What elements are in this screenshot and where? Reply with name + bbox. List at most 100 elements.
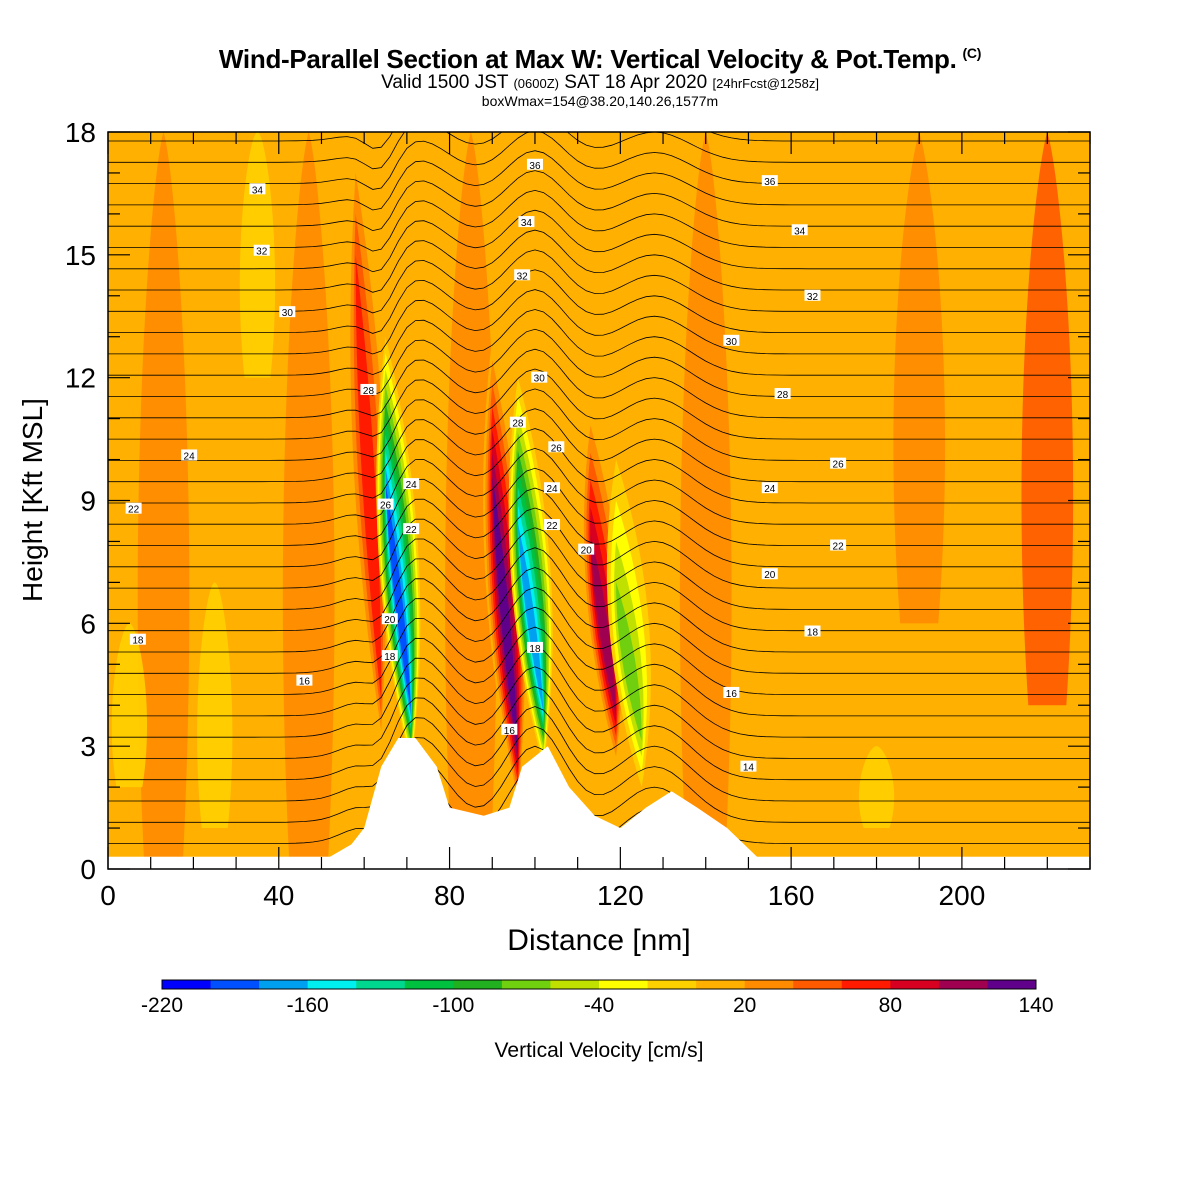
colorbar-swatch [501, 980, 551, 989]
theta-label-text: 36 [764, 177, 776, 188]
theta-label-text: 28 [512, 419, 524, 430]
theta-label-text: 20 [581, 546, 593, 557]
valid-date: SAT 18 Apr 2020 [564, 72, 708, 93]
theta-label: 18 [526, 641, 543, 655]
weak-downdraft-band [197, 582, 233, 829]
downdraft-core [385, 484, 412, 712]
isentrope-line [108, 189, 1090, 252]
theta-label-box [774, 388, 791, 400]
colorbar-frame [161, 979, 1037, 990]
theta-label-box [381, 650, 398, 662]
isentrope-line [108, 289, 1090, 355]
updraft-core [590, 534, 617, 716]
x-axis-label: Distance [nm] [507, 924, 690, 957]
colorbar-tick-label: -100 [432, 994, 474, 1017]
x-tick-label: 80 [434, 880, 465, 911]
theta-label-text: 22 [406, 525, 418, 536]
theta-label-text: 32 [807, 292, 819, 303]
colorbar-swatch [162, 980, 212, 989]
theta-label: 28 [509, 416, 526, 430]
colorbar-tick-label: 80 [879, 994, 902, 1017]
updraft-core [355, 254, 382, 701]
colorbar-swatch [307, 980, 357, 989]
y-tick-label: 18 [65, 117, 96, 148]
theta-label-box [804, 625, 821, 637]
theta-label: 24 [761, 482, 778, 495]
isentrope-line [108, 269, 1090, 334]
theta-label-box [761, 482, 778, 494]
theta-label-box [360, 383, 377, 395]
theta-label-text: 26 [833, 460, 845, 471]
isentrope-line [108, 209, 1090, 273]
x-tick-label: 40 [263, 880, 294, 911]
theta-label: 36 [526, 158, 543, 172]
colorbar-swatch [938, 980, 988, 989]
colorbar-swatch [793, 980, 843, 989]
theta-label-text: 30 [726, 337, 738, 348]
x-tick-label: 120 [597, 880, 644, 911]
theta-label: 20 [578, 543, 595, 557]
theta-label: 32 [253, 244, 270, 258]
theta-label-box [403, 478, 420, 490]
plot-area: 34 32 30 24 22 18 16 28 26 24 22 20 18 36 34 32 30 28 26 24… [108, 71, 1090, 869]
colorbar-tick-label: -40 [584, 994, 614, 1017]
isentrope-line [108, 309, 1090, 376]
theta-label: 32 [804, 289, 821, 303]
weak-updraft-band [1021, 132, 1074, 706]
colorbar-swatch [890, 980, 940, 989]
y-tick-label: 0 [80, 854, 96, 885]
theta-label: 30 [723, 334, 740, 348]
isentrope-line [108, 132, 1090, 149]
theta-label-box [381, 613, 398, 625]
weak-updraft-band [893, 132, 946, 624]
isentrope-line [108, 447, 1090, 525]
colorbar-tick-label: 140 [1018, 994, 1053, 1017]
theta-label-box [514, 269, 531, 281]
isentrope-line [108, 71, 1090, 127]
theta-label: 34 [791, 224, 808, 237]
x-tick-label: 160 [768, 880, 815, 911]
isentrope-line [108, 706, 1090, 802]
theta-label: 34 [249, 183, 266, 196]
colorbar-swatch [744, 980, 794, 989]
isentrope-line [108, 586, 1090, 674]
theta-label: 24 [181, 449, 198, 462]
theta-label-text: 24 [184, 451, 196, 462]
theta-label-box [531, 371, 548, 383]
theta-label-text: 20 [764, 570, 776, 581]
isentrope-line [108, 467, 1090, 546]
theta-label-box [181, 449, 198, 461]
theta-label: 16 [723, 686, 740, 700]
theta-label-box [830, 457, 847, 469]
colorbar-swatch [599, 980, 649, 989]
colorbar-swatch [550, 980, 600, 989]
colorbar-swatch [453, 980, 503, 989]
theta-label: 26 [377, 498, 394, 512]
theta-label-box [830, 539, 847, 551]
colorbar-swatch [356, 980, 406, 989]
theta-label-box [723, 334, 740, 346]
y-tick-label: 3 [80, 731, 96, 762]
colorbar-swatch [696, 980, 746, 989]
chart-title: Wind-Parallel Section at Max W: Vertical… [218, 44, 982, 74]
isentrope-line [108, 348, 1090, 419]
x-tick-label: 200 [939, 880, 986, 911]
theta-label-text: 28 [777, 390, 789, 401]
isentrope-line [108, 745, 1090, 844]
theta-label-text: 24 [406, 480, 418, 491]
weak-updraft-band [282, 132, 335, 869]
theta-label-text: 22 [833, 542, 845, 553]
theta-label-box [279, 306, 296, 318]
colorbar-swatch [259, 980, 309, 989]
theta-label-box [544, 482, 561, 494]
isentrope-line [108, 725, 1090, 823]
theta-label-text: 20 [384, 615, 396, 626]
theta-label: 22 [125, 502, 142, 516]
theta-label: 22 [544, 519, 561, 532]
isentrope-line [108, 646, 1090, 738]
isentrope-line [108, 408, 1090, 483]
theta-label-text: 32 [517, 271, 529, 282]
theta-label-box [403, 523, 420, 535]
isentrope-line [108, 428, 1090, 504]
isentrope-line [108, 606, 1090, 695]
